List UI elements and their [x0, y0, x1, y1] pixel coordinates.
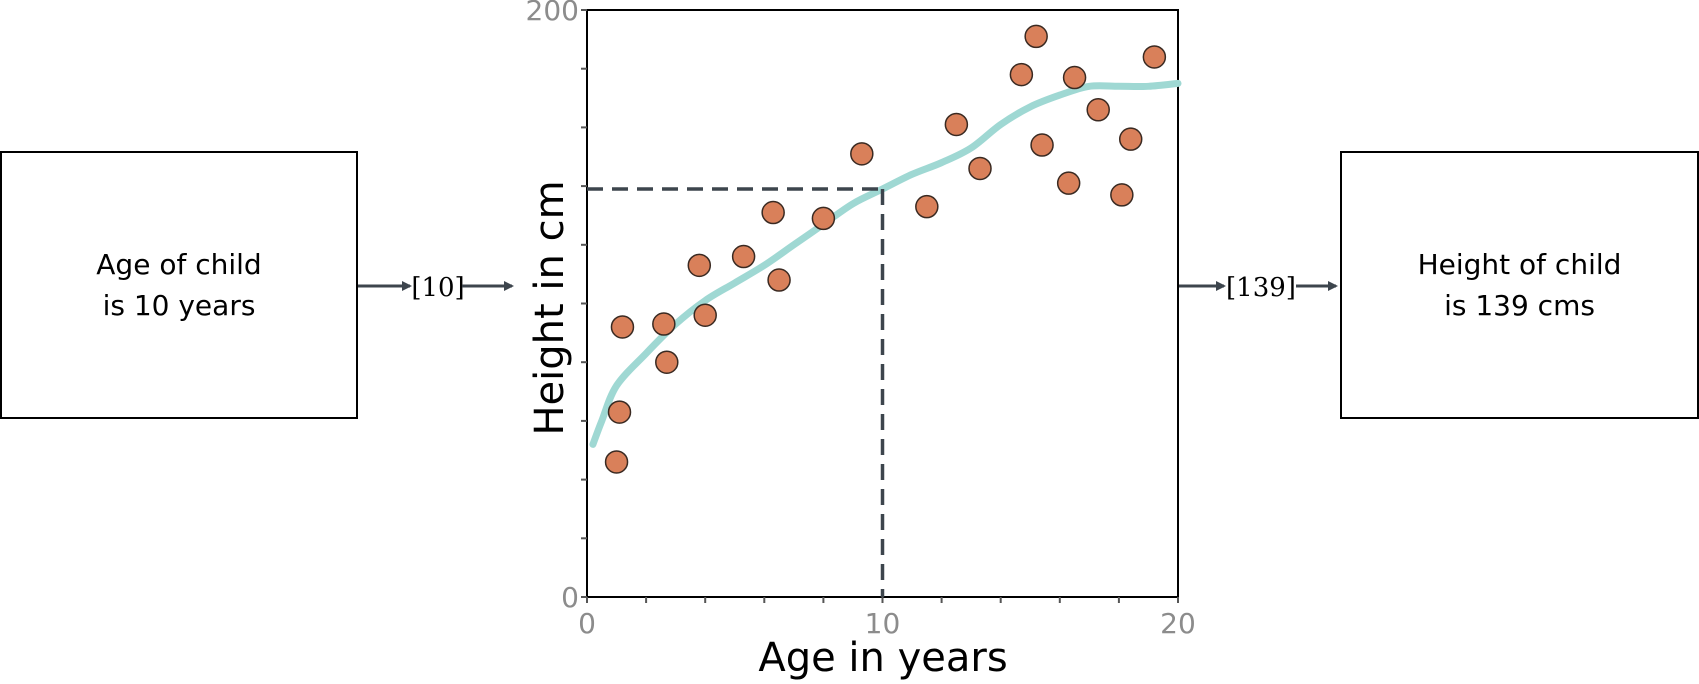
data-point — [850, 142, 874, 166]
data-point — [610, 315, 635, 339]
data-point — [655, 350, 679, 374]
data-point — [1024, 24, 1048, 49]
data-point — [1009, 62, 1034, 87]
input-box: Age of child is 10 years — [0, 151, 358, 419]
input-value-label: [10] — [411, 273, 464, 303]
data-point — [652, 312, 676, 336]
output-value-label: [139] — [1226, 273, 1296, 303]
y-axis-title: Height in cm — [527, 180, 573, 435]
input-box-line-2: is 10 years — [102, 289, 256, 322]
data-point — [1030, 133, 1054, 157]
data-point — [767, 268, 791, 292]
y-tick-label: 0 — [561, 581, 579, 614]
input-box-line-1: Age of child — [96, 248, 262, 281]
data-point — [693, 303, 717, 327]
data-point — [607, 400, 632, 424]
data-point — [687, 253, 712, 278]
data-point — [811, 206, 836, 231]
data-point — [915, 194, 939, 219]
data-point — [1110, 183, 1134, 207]
data-point — [731, 244, 756, 269]
x-tick-label: 20 — [1160, 607, 1196, 640]
prediction-guides — [587, 187, 885, 597]
output-box-line-1: Height of child — [1417, 248, 1622, 281]
x-minor-ticks — [586, 597, 1179, 603]
output-box: Height of child is 139 cms — [1340, 151, 1699, 419]
data-point — [604, 450, 629, 474]
data-point — [761, 200, 785, 225]
data-point — [1118, 127, 1143, 151]
y-minor-ticks — [581, 9, 587, 598]
tick-labels: 0 200 0 10 20 — [526, 0, 1196, 640]
output-box-line-2: is 139 cms — [1444, 289, 1595, 322]
data-points — [604, 24, 1167, 474]
x-tick-label: 0 — [578, 607, 596, 640]
data-point — [1056, 171, 1081, 195]
data-point — [1086, 98, 1110, 122]
data-point — [1062, 65, 1087, 90]
height-age-chart: 0 200 0 10 20 Age in years Height in cm — [526, 0, 1196, 681]
data-point — [968, 156, 992, 181]
x-axis-title: Age in years — [758, 635, 1007, 681]
fit-curve — [589, 79, 1182, 448]
data-point — [1142, 45, 1167, 69]
data-point — [944, 112, 969, 137]
y-tick-label: 200 — [526, 0, 579, 27]
x-tick-label: 10 — [865, 607, 901, 640]
